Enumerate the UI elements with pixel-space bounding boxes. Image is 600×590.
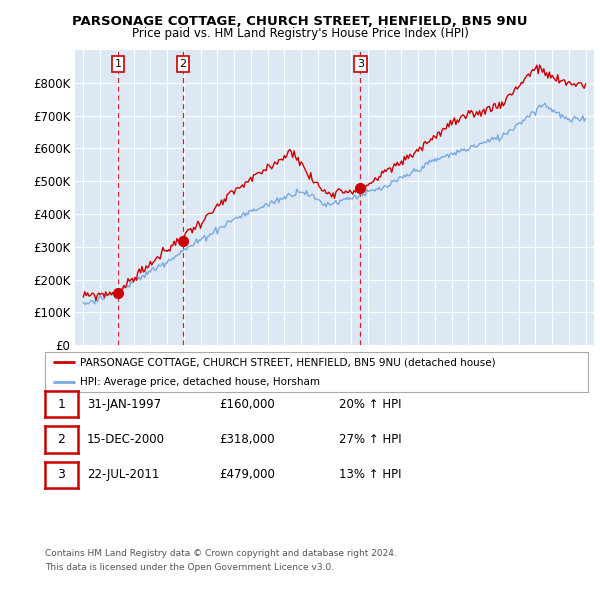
Text: HPI: Average price, detached house, Horsham: HPI: Average price, detached house, Hors…	[80, 378, 320, 387]
Text: 31-JAN-1997: 31-JAN-1997	[87, 398, 161, 411]
Text: 15-DEC-2000: 15-DEC-2000	[87, 433, 165, 446]
Text: This data is licensed under the Open Government Licence v3.0.: This data is licensed under the Open Gov…	[45, 563, 334, 572]
Text: Price paid vs. HM Land Registry's House Price Index (HPI): Price paid vs. HM Land Registry's House …	[131, 27, 469, 40]
Text: 20% ↑ HPI: 20% ↑ HPI	[339, 398, 401, 411]
Text: 1: 1	[58, 398, 65, 411]
Text: £479,000: £479,000	[219, 468, 275, 481]
Text: £160,000: £160,000	[219, 398, 275, 411]
Text: Contains HM Land Registry data © Crown copyright and database right 2024.: Contains HM Land Registry data © Crown c…	[45, 549, 397, 558]
Text: 1: 1	[115, 59, 122, 69]
Text: 27% ↑ HPI: 27% ↑ HPI	[339, 433, 401, 446]
Text: 3: 3	[357, 59, 364, 69]
Text: 2: 2	[58, 433, 65, 446]
Text: 13% ↑ HPI: 13% ↑ HPI	[339, 468, 401, 481]
Text: PARSONAGE COTTAGE, CHURCH STREET, HENFIELD, BN5 9NU (detached house): PARSONAGE COTTAGE, CHURCH STREET, HENFIE…	[80, 358, 496, 367]
Text: 3: 3	[58, 468, 65, 481]
Text: 22-JUL-2011: 22-JUL-2011	[87, 468, 160, 481]
Text: £318,000: £318,000	[219, 433, 275, 446]
Text: PARSONAGE COTTAGE, CHURCH STREET, HENFIELD, BN5 9NU: PARSONAGE COTTAGE, CHURCH STREET, HENFIE…	[72, 15, 528, 28]
Text: 2: 2	[179, 59, 187, 69]
